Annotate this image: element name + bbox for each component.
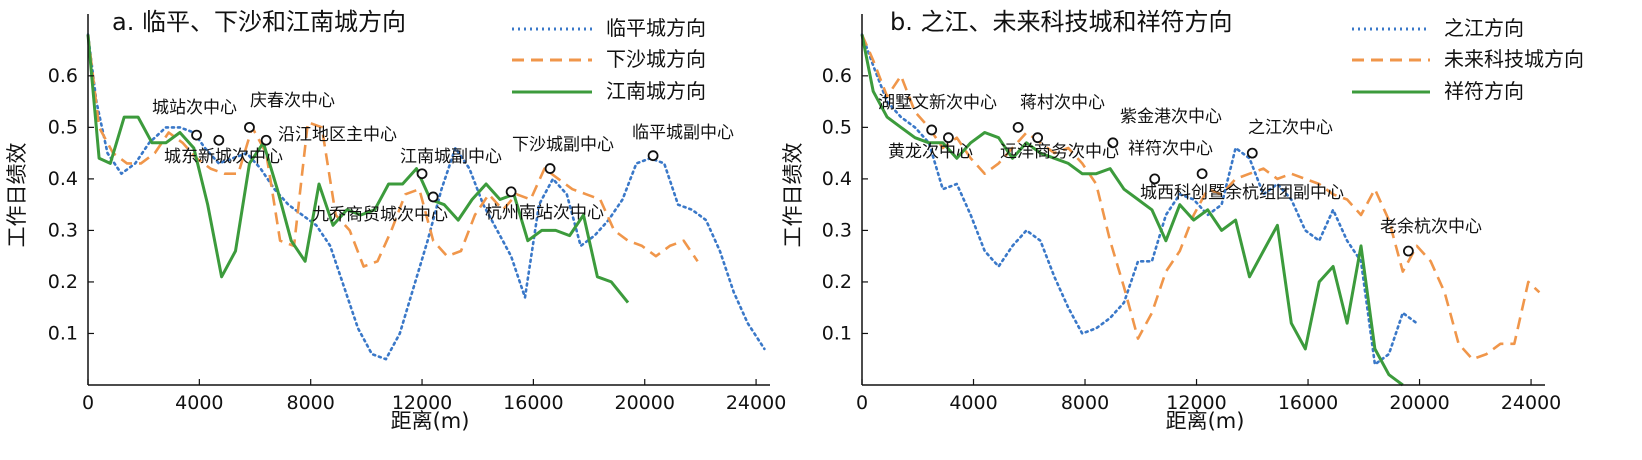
panel-b-markers [926, 121, 1414, 257]
x-tick-label: 0 [856, 392, 868, 414]
annotation-xiashacheng: 下沙城副中心 [512, 135, 614, 155]
legend-label-linping: 临平城方向 [606, 16, 706, 40]
annotation-yanjiang: 沿江地区主中心 [278, 125, 397, 145]
panel-a-markers [191, 121, 659, 203]
x-tick-label: 24000 [726, 392, 786, 414]
panel-a-y-axis: 0.1 0.2 0.3 0.4 0.5 0.6 [48, 14, 94, 385]
annotation-hangzhounan: 杭州南站次中心 [485, 203, 604, 223]
x-tick-label: 4000 [949, 392, 997, 414]
y-tick-label: 0.3 [48, 219, 78, 241]
center-marker-b-7 [1246, 147, 1258, 159]
panel-a-title: a. 临平、下沙和江南城方向 [112, 8, 406, 36]
panel-b-legend: 之江方向 未来科技城方向 祥符方向 [1352, 16, 1584, 103]
center-marker-a-8 [647, 150, 659, 162]
annotation-yuanyang: 远洋商务次中心 [1000, 142, 1119, 162]
y-tick-label: 0.4 [822, 168, 852, 190]
center-marker-a-0 [191, 129, 202, 141]
panel-b-series-layer [860, 33, 1541, 387]
center-marker-a-7 [544, 163, 556, 174]
x-tick-label: 12000 [392, 392, 452, 414]
x-tick-label: 20000 [1389, 392, 1449, 414]
panel-a-y-label: 工作日绩效 [5, 143, 29, 248]
annotation-jiangnancheng: 江南城副中心 [400, 147, 502, 167]
center-marker-b-4 [1107, 137, 1119, 149]
panel-b: 0 4000 8000 12000 16000 20000 24000 0.10.20.30… [781, 8, 1584, 433]
y-tick-label: 0.4 [48, 168, 78, 190]
panel-a-x-axis: 0 4000 8000 12000 16000 20000 24000 [82, 379, 786, 414]
y-tick-label: 0.3 [822, 219, 852, 241]
center-marker-a-6 [505, 186, 517, 198]
legend-label-jiangnan: 江南城方向 [606, 79, 706, 103]
x-tick-label: 8000 [287, 392, 335, 414]
panel-b-y-axis: 0.1 0.2 0.3 0.4 0.5 0.6 [822, 14, 868, 385]
panel-b-x-axis: 0 4000 8000 12000 16000 20000 24000 [856, 379, 1561, 414]
annotation-chengzhan: 城站次中心 [152, 98, 237, 118]
panel-a-legend: 临平城方向 下沙城方向 江南城方向 [512, 16, 706, 103]
legend-label-weilai: 未来科技城方向 [1444, 47, 1584, 71]
annotation-jiangcun: 蒋村次中心 [1020, 93, 1105, 113]
center-marker-b-8 [1403, 245, 1414, 257]
annotation-hushu: 湖墅文新次中心 [878, 93, 997, 113]
legend-label-xiasha: 下沙城方向 [606, 47, 706, 71]
annotation-xiangfuzx: 祥符次中心 [1128, 139, 1213, 159]
x-tick-label: 4000 [175, 392, 223, 414]
center-marker-a-2 [244, 121, 255, 133]
x-tick-label: 16000 [503, 392, 563, 414]
x-tick-label: 16000 [1278, 392, 1338, 414]
y-tick-label: 0.1 [822, 322, 852, 344]
y-tick-label: 0.1 [48, 322, 78, 344]
x-tick-label: 20000 [615, 392, 675, 414]
panel-b-y-label: 工作日绩效 [781, 143, 805, 248]
y-tick-label: 0.5 [822, 116, 852, 138]
y-tick-label: 0.6 [48, 65, 78, 87]
series-line-b-1 [860, 34, 1541, 361]
y-tick-label: 0.6 [822, 65, 852, 87]
x-tick-label: 8000 [1061, 392, 1109, 414]
series-line-a-1 [86, 34, 699, 268]
center-marker-a-5 [416, 168, 428, 180]
center-marker-b-2 [1012, 121, 1024, 133]
center-marker-a-4 [427, 191, 439, 203]
center-marker-b-5 [1196, 168, 1208, 180]
annotation-qingchun: 庆春次中心 [250, 91, 335, 111]
panel-a: 0 4000 8000 12000 16000 20000 24000 0.10.20.30… [5, 8, 786, 433]
center-marker-a-1 [213, 134, 225, 146]
x-tick-label: 12000 [1166, 392, 1226, 414]
panel-b-x-label: 距离(m) [1166, 409, 1245, 433]
y-tick-label: 0.5 [48, 116, 78, 138]
legend-label-xiangfu: 祥符方向 [1444, 79, 1524, 103]
annotation-zijingang: 紫金港次中心 [1120, 107, 1222, 127]
annotation-laoyuhang: 老余杭次中心 [1380, 217, 1482, 237]
panel-a-annotations: 城站次中心 城东新城次中心 庆春次中心 沿江地区主中心 九乔商贸城次中心 江南城… [152, 91, 734, 225]
legend-label-zhijiang: 之江方向 [1444, 16, 1524, 40]
panel-a-x-label: 距离(m) [391, 409, 470, 433]
center-marker-b-3 [1032, 132, 1044, 144]
annotation-chengxi: 城西科创暨余杭组团副中心 [1140, 183, 1344, 203]
series-line-b-2 [860, 34, 1404, 387]
center-marker-a-3 [260, 134, 272, 146]
annotation-jiuqiao: 九乔商贸城次中心 [312, 205, 448, 225]
center-marker-b-6 [1149, 173, 1161, 185]
annotation-huanglong: 黄龙次中心 [888, 142, 973, 162]
center-marker-b-1 [943, 132, 954, 144]
annotation-linpingcheng: 临平城副中心 [632, 123, 734, 143]
panel-b-annotations: 湖墅文新次中心 黄龙次中心 蒋村次中心 远洋商务次中心 紫金港次中心 祥符次中心… [878, 93, 1482, 237]
y-tick-label: 0.2 [48, 271, 78, 293]
x-tick-label: 24000 [1501, 392, 1561, 414]
annotation-chengdong: 城东新城次中心 [164, 147, 283, 167]
center-marker-b-0 [926, 124, 938, 136]
y-tick-label: 0.2 [822, 271, 852, 293]
series-line-a-2 [86, 34, 630, 304]
panel-b-title: b. 之江、未来科技城和祥符方向 [890, 8, 1233, 36]
series-line-b-0 [860, 33, 1419, 366]
annotation-zhijiangzx: 之江次中心 [1248, 118, 1333, 138]
x-tick-label: 0 [82, 392, 94, 414]
